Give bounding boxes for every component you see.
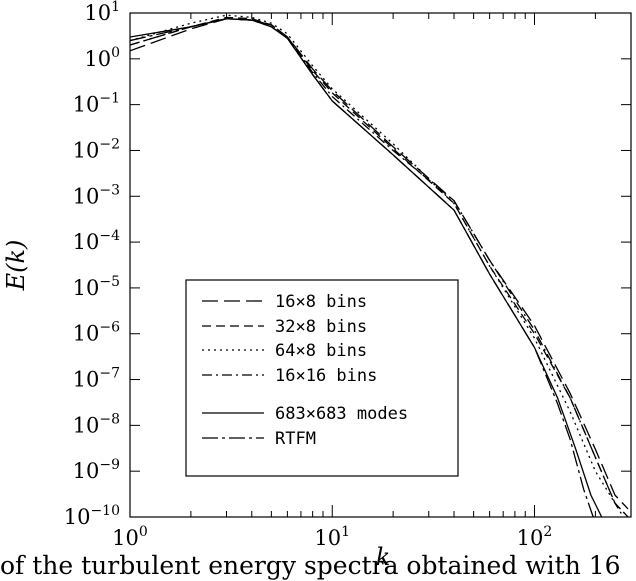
y-tick-label: 10−1 — [73, 91, 120, 117]
legend-label-4: 16×16 bins — [275, 366, 377, 386]
legend-label-1: 16×8 bins — [275, 292, 367, 312]
y-tick-label: 10−5 — [73, 274, 120, 300]
y-tick-label: 10−4 — [73, 228, 120, 254]
x-tick-label: 100 — [112, 524, 148, 550]
legend-label-2: 32×8 bins — [275, 317, 367, 337]
y-tick-label: 100 — [84, 45, 120, 71]
legend: 16×8 bins 32×8 bins 64×8 bins 16×16 bins 683… — [185, 279, 459, 477]
y-tick-label: 10−10 — [64, 503, 120, 529]
x-tick-label: 102 — [517, 524, 553, 550]
figure-caption: of the turbulent energy spectra obtained… — [0, 551, 621, 580]
y-tick-label: 10−9 — [73, 457, 120, 483]
y-tick-label: 10−8 — [73, 411, 120, 437]
x-tick-label: 101 — [314, 524, 350, 550]
data-series — [130, 14, 629, 517]
y-axis-title: E(k) — [2, 240, 30, 292]
y-tick-label: 10−2 — [73, 136, 120, 162]
x-axis-title: k — [376, 543, 391, 571]
axis-tick-labels: 100 101 102 101 100 10−1 10−2 10−3 10−4 10−5 10−6 1… — [64, 0, 553, 550]
y-tick-label: 101 — [84, 0, 120, 25]
series-line-3 — [130, 14, 629, 517]
axis-ticks — [129, 12, 632, 518]
legend-box — [185, 279, 459, 477]
legend-label-6: RTFM — [275, 429, 316, 449]
y-tick-label: 10−3 — [73, 182, 120, 208]
series-line-6 — [130, 18, 594, 517]
y-tick-label: 10−6 — [73, 320, 120, 346]
series-line-4 — [130, 18, 624, 517]
plot-area-frame — [129, 12, 632, 518]
y-tick-label: 10−7 — [73, 366, 120, 392]
legend-label-5: 683×683 modes — [275, 404, 408, 424]
legend-label-3: 64×8 bins — [275, 341, 367, 361]
legend-items: 16×8 bins 32×8 bins 64×8 bins 16×16 bins 683… — [202, 292, 408, 449]
